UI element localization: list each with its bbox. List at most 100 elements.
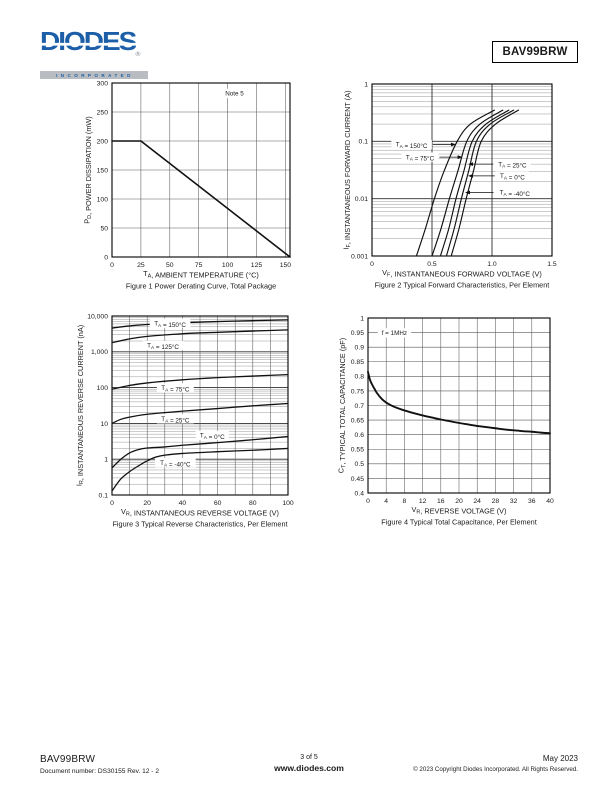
figure-caption: Figure 4 Typical Total Capacitance, Per … bbox=[381, 518, 536, 527]
x-tick-label: 100 bbox=[282, 500, 294, 507]
part-number: BAV99BRW bbox=[502, 46, 568, 58]
y-tick-label: 0.6 bbox=[355, 432, 365, 439]
y-tick-label: 10,000 bbox=[87, 313, 108, 320]
footer-copyright: © 2023 Copyright Diodes Incorporated. Al… bbox=[413, 765, 578, 773]
y-tick-label: 300 bbox=[97, 80, 109, 87]
registered-trademark-icon: ® bbox=[135, 51, 141, 58]
x-tick-label: 28 bbox=[492, 498, 500, 505]
curve-TA=75°C bbox=[431, 109, 504, 257]
y-tick-label: 0.75 bbox=[351, 388, 364, 395]
x-tick-label: 0 bbox=[370, 261, 374, 268]
y-tick-label: 200 bbox=[97, 138, 109, 145]
x-tick-label: 12 bbox=[419, 498, 427, 505]
grid bbox=[372, 84, 552, 256]
label-background bbox=[149, 318, 191, 328]
grid bbox=[368, 318, 550, 493]
curves bbox=[111, 319, 289, 492]
curve-TA=0°C bbox=[111, 435, 289, 469]
curve-labels: Note 5 bbox=[221, 88, 248, 99]
label-background bbox=[156, 414, 194, 424]
y-axis-title: IF, INSTANTANEOUS FORWARD CURRENT (A) bbox=[342, 90, 353, 249]
label-background bbox=[155, 458, 196, 468]
label-background bbox=[156, 383, 194, 393]
x-tick-label: 50 bbox=[166, 262, 174, 269]
curve-TA=75°C bbox=[111, 374, 289, 390]
curve-label: TA = 125°C bbox=[147, 343, 179, 351]
curves bbox=[415, 109, 519, 257]
arrowhead-icon bbox=[468, 162, 473, 167]
logo-wordmark: DIODES bbox=[40, 27, 137, 56]
arrowhead-icon bbox=[465, 190, 470, 195]
curve-TA=150°C bbox=[415, 109, 495, 257]
x-tick-label: 60 bbox=[214, 500, 222, 507]
tick-labels: 0 25 50 75 100 125 150 0 50 100 150 200 250 300 bbox=[97, 80, 292, 269]
y-tick-label: 1 bbox=[360, 315, 364, 322]
figure-2-forward-characteristics: TA = 150°C TA = 75°C TA = 25°C TA = 0°C TA =… bbox=[342, 81, 557, 289]
tick-labels: 0 4 8 12 16 20 24 28 32 36 40 1 0.95 0.9 0.85 0.8 0.75 0.… bbox=[351, 315, 554, 505]
curve-label: TA = 75°C bbox=[406, 154, 435, 162]
arrowhead-icon bbox=[457, 155, 463, 160]
arrowhead-icon bbox=[451, 142, 456, 147]
tick-labels: 0 0.5 1.0 1.5 1 0.1 0.01 0.001 bbox=[351, 81, 557, 268]
y-tick-label: 0.55 bbox=[351, 447, 364, 454]
x-tick-label: 20 bbox=[455, 498, 463, 505]
curve-label: Note 5 bbox=[225, 91, 244, 98]
label-background bbox=[221, 88, 248, 99]
label-background bbox=[495, 171, 530, 181]
diodes-logo-text: DIODES® bbox=[40, 27, 148, 67]
y-tick-label: 0.95 bbox=[351, 330, 364, 337]
diodes-logo: DIODES® INCORPORATED bbox=[40, 27, 148, 79]
curve-TA=-40°C bbox=[450, 109, 519, 257]
curve-TA=25°C bbox=[439, 109, 510, 257]
footer-document-number: Document number: DS30155 Rev. 12 - 2 bbox=[40, 767, 159, 775]
curve-label: TA = 0°C bbox=[200, 433, 225, 441]
figure-caption: Figure 3 Typical Reverse Characteristics… bbox=[112, 520, 287, 529]
curve-TA=125°C bbox=[111, 329, 289, 344]
y-tick-label: 1 bbox=[104, 457, 108, 464]
y-tick-label: 0.1 bbox=[359, 139, 369, 146]
figure-caption: Figure 2 Typical Forward Characteristics… bbox=[375, 281, 550, 290]
x-axis-title: VR, REVERSE VOLTAGE (V) bbox=[412, 505, 507, 516]
label-background bbox=[493, 159, 531, 169]
x-tick-label: 4 bbox=[384, 498, 388, 505]
tick-labels: 0 20 40 60 80 100 10,000 1,000 100 10 1 0.1 bbox=[87, 313, 294, 507]
x-tick-label: 20 bbox=[143, 500, 151, 507]
curve-label: TA = 150°C bbox=[154, 320, 186, 328]
arrowhead-icon bbox=[468, 173, 473, 178]
footer-left-block: BAV99BRW Document number: DS30155 Rev. 1… bbox=[40, 754, 159, 775]
plot-frame bbox=[111, 315, 289, 496]
x-tick-label: 0 bbox=[366, 498, 370, 505]
curve-label: TA = 150°C bbox=[396, 142, 428, 150]
footer-website-link[interactable]: www.diodes.com bbox=[274, 762, 344, 773]
y-axis-title: IR, INSTANTANEOUS REVERSE CURRENT (nA) bbox=[75, 325, 86, 486]
x-tick-label: 1.5 bbox=[547, 261, 557, 268]
curve-PD-limit bbox=[111, 140, 291, 258]
curve-labels: f = 1MHz bbox=[377, 328, 412, 338]
y-axis-title: CT, TYPICAL TOTAL CAPACITANCE (pF) bbox=[337, 338, 348, 473]
x-tick-label: 100 bbox=[222, 262, 234, 269]
x-tick-label: 0.5 bbox=[427, 261, 437, 268]
label-background bbox=[142, 340, 184, 351]
y-tick-label: 0.45 bbox=[351, 476, 364, 483]
curve-label: TA = 25°C bbox=[161, 416, 190, 424]
curve-label: TA = -40°C bbox=[160, 460, 191, 468]
x-tick-label: 32 bbox=[510, 498, 518, 505]
x-tick-label: 8 bbox=[403, 498, 407, 505]
x-tick-label: 0 bbox=[110, 500, 114, 507]
curve-label: TA = 25°C bbox=[498, 161, 527, 169]
y-tick-label: 0.7 bbox=[355, 403, 365, 410]
y-tick-label: 0 bbox=[104, 254, 108, 261]
curve-label: TA = 0°C bbox=[500, 173, 525, 181]
footer-page-indicator: 3 of 5 bbox=[300, 754, 318, 761]
logo-incorporated-bar: INCORPORATED bbox=[40, 71, 148, 79]
y-tick-label: 0.85 bbox=[351, 359, 364, 366]
footer-part-number: BAV99BRW bbox=[40, 754, 96, 765]
x-tick-label: 24 bbox=[473, 498, 481, 505]
x-axis-title: VF, INSTANTANEOUS FORWARD VOLTAGE (V) bbox=[382, 268, 542, 279]
figure-caption: Figure 1 Power Derating Curve, Total Pac… bbox=[126, 282, 276, 291]
part-number-box: BAV99BRW bbox=[492, 41, 578, 63]
label-background bbox=[494, 187, 536, 198]
curve-TA=25°C bbox=[111, 402, 289, 425]
plot-frame bbox=[111, 82, 291, 258]
